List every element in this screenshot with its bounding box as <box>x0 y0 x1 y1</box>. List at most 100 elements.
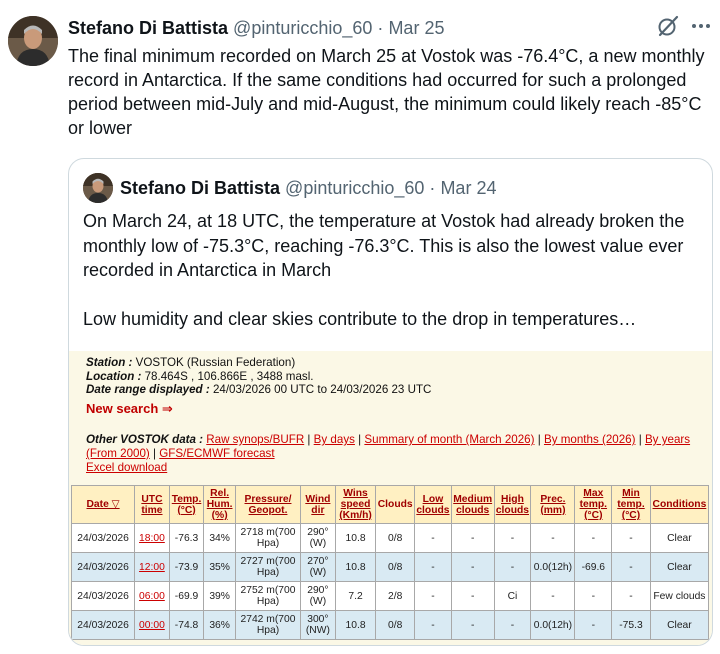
table-cell: 24/03/2026 <box>70 523 136 553</box>
author-handle[interactable]: @pinturicchio_60 <box>233 18 373 38</box>
tweet-date[interactable]: Mar 25 <box>388 18 445 38</box>
tweet-body: The final minimum recorded on March 25 a… <box>68 46 705 138</box>
quoted-paragraph-1: On March 24, at 18 UTC, the temperature … <box>83 211 685 280</box>
col-pressure: Pressure/ Geopot. <box>234 485 302 524</box>
table-cell: - <box>611 552 651 582</box>
table-cell: - <box>611 523 651 553</box>
quoted-author-avatar[interactable] <box>83 173 113 203</box>
excel-download-link: Excel download <box>86 461 168 474</box>
grok-slash-icon[interactable] <box>656 14 680 38</box>
table-cell: 0.0(12h) <box>530 610 576 640</box>
link-sep-3: | <box>534 433 544 446</box>
table-cell: 2/8 <box>375 581 415 611</box>
table-cell: Clear <box>649 610 710 640</box>
table-cell: Clear <box>649 552 710 582</box>
table-cell: - <box>414 523 452 553</box>
table-cell: 34% <box>203 523 236 553</box>
table-cell: -69.6 <box>574 552 613 582</box>
by-months-link: By months (2026) <box>543 433 636 446</box>
col-high-clouds: High clouds <box>493 485 532 524</box>
table-cell: - <box>414 581 452 611</box>
station-label: Station : <box>86 356 133 369</box>
table-cell: 270° (W) <box>300 552 336 582</box>
table-row: 24/03/2026 18:00 -76.3 34% 2718 m(700 Hpa) 29… <box>70 523 710 553</box>
table-cell: - <box>574 581 613 611</box>
by-days-link: By days <box>313 433 355 446</box>
table-cell: - <box>611 581 651 611</box>
table-cell: -74.8 <box>168 610 205 640</box>
table-cell: - <box>530 523 576 553</box>
table-cell: 10.8 <box>334 552 377 582</box>
tweet-text: The final minimum recorded on March 25 a… <box>68 44 713 140</box>
quoted-tweet-text: On March 24, at 18 UTC, the temperature … <box>83 209 703 331</box>
table-cell: - <box>493 610 532 640</box>
table-cell: Few clouds <box>649 581 710 611</box>
quoted-paragraph-2: Low humidity and clear skies contribute … <box>83 308 637 329</box>
table-cell: 2752 m(700 Hpa) <box>234 581 302 611</box>
summary-month-link: Summary of month (March 2026) <box>364 433 535 446</box>
avatar-photo <box>83 173 113 203</box>
table-cell: - <box>450 581 495 611</box>
table-cell: - <box>450 610 495 640</box>
author-avatar[interactable] <box>8 16 58 66</box>
author-name[interactable]: Stefano Di Battista <box>68 18 229 38</box>
tweet-header: Stefano Di Battista @pinturicchio_60 · M… <box>68 17 444 39</box>
other-data-label: Other VOSTOK data : <box>86 433 204 446</box>
table-cell: 00:00 <box>134 610 170 640</box>
table-cell: - <box>574 610 613 640</box>
table-cell: 10.8 <box>334 523 377 553</box>
table-cell: 290° (W) <box>300 523 336 553</box>
new-search-link: New search ⇒ <box>86 401 173 416</box>
header-separator: · <box>377 18 384 38</box>
col-prec: Prec. (mm) <box>530 485 576 524</box>
table-cell: 24/03/2026 <box>70 581 136 611</box>
link-sep-4: | <box>635 433 645 446</box>
table-cell: 36% <box>203 610 236 640</box>
table-cell: 18:00 <box>134 523 170 553</box>
col-wind-speed: Wins speed (Km/h) <box>334 485 377 524</box>
table-cell: Clear <box>649 523 710 553</box>
col-clouds: Clouds <box>375 485 415 524</box>
col-date: Date ▽ <box>70 485 136 524</box>
table-cell: - <box>493 552 532 582</box>
date-range-value: 24/03/2026 00 UTC to 24/03/2026 23 UTC <box>209 383 432 396</box>
quoted-header-separator: · <box>429 178 436 198</box>
col-min-temp: Min temp. (°C) <box>611 485 651 524</box>
table-cell: - <box>450 523 495 553</box>
table-cell: 24/03/2026 <box>70 552 136 582</box>
table-cell: - <box>574 523 613 553</box>
date-range-label: Date range displayed : <box>86 383 210 396</box>
by-years-link: By years (From 2000) <box>86 433 691 460</box>
table-cell: 300° (NW) <box>300 610 336 640</box>
observations-table: Date ▽ UTC time Temp. (°C) Rel. Hum. (%)… <box>70 485 710 640</box>
raw-synops-link: Raw synops/BUFR <box>206 433 305 446</box>
col-wind-dir: Wind dir <box>300 485 336 524</box>
location-value: 78.464S , 106.866E , 3488 masl. <box>141 369 314 383</box>
col-rel-hum: Rel. Hum. (%) <box>203 485 236 524</box>
table-cell: -73.9 <box>168 552 205 582</box>
table-cell: - <box>450 552 495 582</box>
other-data-links: Other VOSTOK data : Raw synops/BUFR | By… <box>86 433 711 475</box>
avatar-photo <box>8 16 58 66</box>
table-cell: 0/8 <box>375 552 415 582</box>
table-row: 24/03/2026 12:00 -73.9 35% 2727 m(700 Hpa) 27… <box>70 552 710 582</box>
table-cell: 12:00 <box>134 552 170 582</box>
table-cell: 35% <box>203 552 236 582</box>
table-cell: - <box>414 610 452 640</box>
table-cell: 7.2 <box>334 581 377 611</box>
weather-data-image[interactable]: Station : VOSTOK (Russian Federation) Lo… <box>69 351 712 645</box>
table-cell: -69.9 <box>168 581 205 611</box>
table-row: 24/03/2026 06:00 -69.9 39% 2752 m(700 Hpa) 29… <box>70 581 710 611</box>
col-temp: Temp. (°C) <box>168 485 205 524</box>
table-cell: 0/8 <box>375 610 415 640</box>
more-dots-icon[interactable] <box>691 22 711 30</box>
table-cell: 2727 m(700 Hpa) <box>234 552 302 582</box>
table-cell: - <box>414 552 452 582</box>
table-cell: 24/03/2026 <box>70 610 136 640</box>
col-low-clouds: Low clouds <box>414 485 452 524</box>
quoted-tweet-card[interactable]: Stefano Di Battista @pinturicchio_60 · M… <box>68 158 713 646</box>
table-cell: - <box>530 581 576 611</box>
table-cell: 39% <box>203 581 236 611</box>
table-row: 24/03/2026 00:00 -74.8 36% 2742 m(700 Hpa) 30… <box>70 610 710 640</box>
forecast-link: GFS/ECMWF forecast <box>159 447 275 460</box>
